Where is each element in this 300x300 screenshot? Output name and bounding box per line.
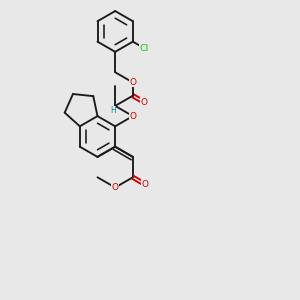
- Text: O: O: [141, 98, 148, 107]
- Text: H: H: [110, 106, 116, 115]
- Text: Cl: Cl: [140, 44, 149, 53]
- Text: O: O: [129, 112, 136, 121]
- Text: O: O: [129, 78, 136, 87]
- Text: O: O: [142, 180, 149, 189]
- Text: O: O: [112, 183, 119, 192]
